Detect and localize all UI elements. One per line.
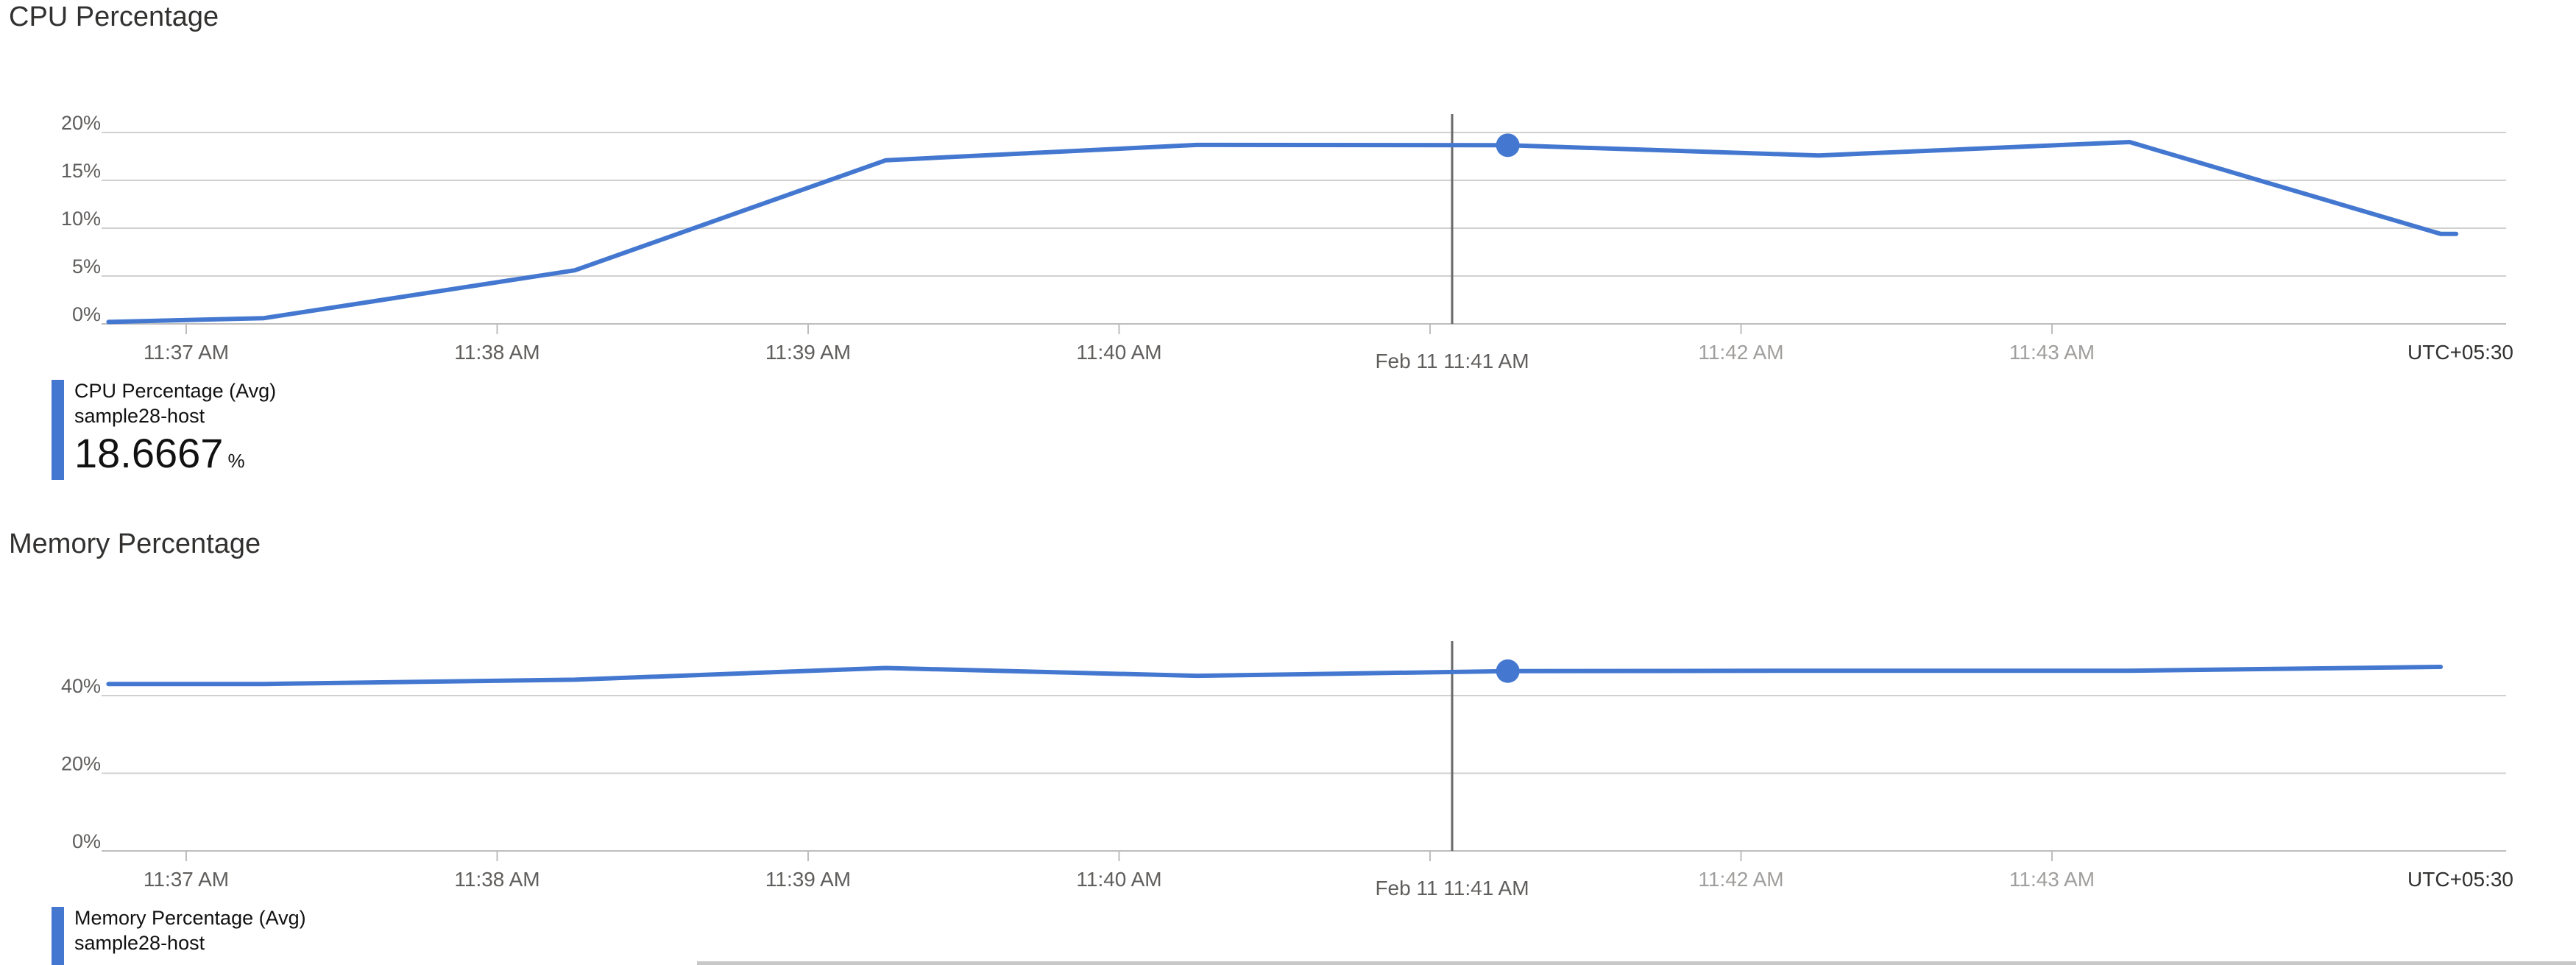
memory-x-tick-label: Feb 11 11:41 AM [1375,877,1529,899]
cpu-x-tick-label: 11:42 AM [1698,341,1783,364]
memory-x-tick-label: 11:42 AM [1698,868,1783,891]
memory-data-point [107,683,109,685]
cpu-legend-resource: sample28-host [74,405,205,427]
cpu-x-tick-label: Feb 11 11:41 AM [1375,350,1529,372]
cpu-highlight-point [1496,133,1520,158]
cpu-data-point [2129,141,2131,143]
cpu-x-tick-label: 11:43 AM [2009,341,2095,364]
cpu-data-point [2455,233,2457,235]
memory-x-tick-label: 11:43 AM [2009,868,2095,891]
memory-legend-color-bar [52,907,64,965]
cpu-y-tick-label: 15% [61,160,101,182]
cpu-line-chart[interactable]: 0% 5% 10% 15% 20% 11:37 AM 11:38 AM 11:39 AM 11:… [0,0,2576,527]
memory-x-tick-label: 11:40 AM [1076,868,1161,891]
cpu-y-tick-label: 20% [61,112,101,134]
cpu-legend-value: 18.6667 [74,430,224,476]
cpu-x-tick-label: 11:38 AM [454,341,539,364]
memory-legend[interactable]: Memory Percentage (Avg) sample28-host [52,907,375,965]
memory-y-tick-label: 40% [61,675,101,697]
cpu-y-tick-label: 10% [61,208,101,230]
memory-timezone-label: UTC+05:30 [2407,868,2513,891]
memory-x-tick-label: 11:38 AM [454,868,539,891]
bottom-scroll-strip [697,961,2576,965]
cpu-chart-title: CPU Percentage [9,1,219,32]
cpu-x-tick-label: 11:37 AM [144,341,229,364]
memory-series-line [106,665,2444,687]
memory-data-point [574,679,576,680]
cpu-legend-metric: CPU Percentage (Avg) [74,380,277,402]
memory-data-point [263,683,265,685]
cpu-legend-unit: % [227,450,245,472]
cpu-data-point [574,269,576,271]
cpu-data-point [263,317,265,319]
memory-y-tick-label: 0% [72,830,101,852]
cpu-y-tick-label: 0% [72,303,101,325]
memory-x-tick-label: 11:37 AM [144,868,229,891]
cpu-x-tick-label: 11:40 AM [1076,341,1161,364]
memory-y-tick-label: 20% [61,753,101,775]
cpu-legend[interactable]: CPU Percentage (Avg) sample28-host 18.66… [52,380,346,483]
cpu-chart-panel: CPU Percentage 0% 5% 10% 15% 20% 11:37 AM 11:3… [0,0,2576,527]
memory-chart-title: Memory Percentage [9,529,261,559]
memory-legend-resource: sample28-host [74,932,205,954]
cpu-series-line [106,140,2459,325]
cpu-timezone-label: UTC+05:30 [2407,341,2513,364]
memory-highlight-point [1496,659,1520,683]
memory-legend-metric: Memory Percentage (Avg) [74,907,306,929]
memory-line-chart[interactable]: 0% 20% 40% 11:37 AM 11:38 AM 11:39 AM 11:40 AM… [0,527,2576,965]
cpu-x-tick-label: 11:39 AM [765,341,851,364]
memory-chart-panel: Memory Percentage 0% 20% 40% 11:37 AM 11:38 … [0,527,2576,965]
memory-x-tick-label: 11:39 AM [765,868,851,891]
cpu-y-tick-label: 5% [72,255,101,278]
cpu-legend-color-bar [52,380,64,480]
cpu-legend-value-row: 18.6667% [74,433,245,474]
